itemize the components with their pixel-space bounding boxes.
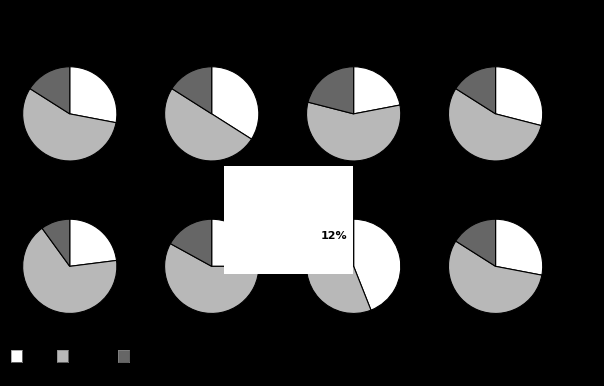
Wedge shape [307,102,400,161]
Text: 22%: 22% [379,63,405,73]
Wedge shape [353,67,400,114]
Wedge shape [165,244,259,313]
Text: 25%: 25% [241,219,268,229]
Wedge shape [69,219,117,266]
Text: 23%: 23% [97,216,123,226]
Wedge shape [170,219,212,266]
Text: 56%: 56% [460,317,487,327]
Wedge shape [311,219,354,266]
Wedge shape [23,228,117,313]
Wedge shape [211,219,259,266]
Wedge shape [165,89,251,161]
Text: 28%: 28% [528,223,555,233]
Text: 38%: 38% [297,303,323,313]
Wedge shape [307,246,371,313]
Wedge shape [308,67,354,114]
Text: 29%: 29% [530,72,557,82]
Wedge shape [449,89,541,161]
Text: 55%: 55% [458,164,485,174]
Wedge shape [42,219,70,266]
Wedge shape [456,219,496,266]
Wedge shape [23,89,116,161]
Wedge shape [456,67,496,114]
Text: 67%: 67% [33,317,59,327]
Wedge shape [30,67,70,114]
Wedge shape [495,67,542,125]
Text: 50%: 50% [166,160,193,170]
Wedge shape [353,219,400,310]
Text: 57%: 57% [338,169,365,179]
Wedge shape [495,219,542,275]
Text: 34%: 34% [251,80,278,90]
Wedge shape [172,67,212,114]
Wedge shape [449,241,542,313]
Text: 28%: 28% [103,70,129,80]
Text: 56%: 56% [34,165,61,175]
Text: 12%: 12% [321,231,347,241]
Text: 58%: 58% [184,320,210,330]
Wedge shape [69,67,117,123]
Text: 44%: 44% [399,250,426,260]
Wedge shape [211,67,259,139]
